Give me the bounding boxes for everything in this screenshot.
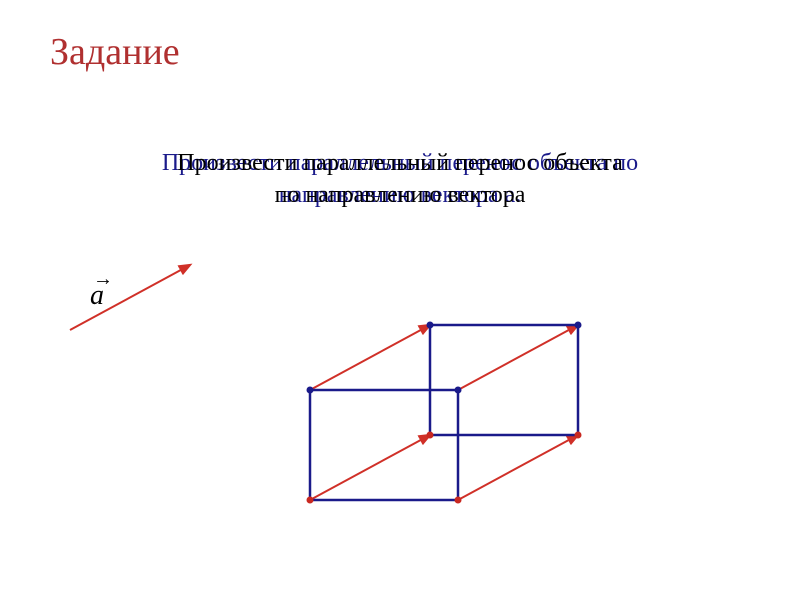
translation-diagram bbox=[0, 0, 800, 600]
slide: { "title": { "text": "Задание", "color":… bbox=[0, 0, 800, 600]
vector-a-line bbox=[70, 265, 190, 330]
translation-arrows bbox=[310, 325, 578, 500]
points bbox=[307, 322, 582, 504]
original-rect bbox=[310, 390, 458, 500]
translated-rect bbox=[430, 325, 578, 435]
